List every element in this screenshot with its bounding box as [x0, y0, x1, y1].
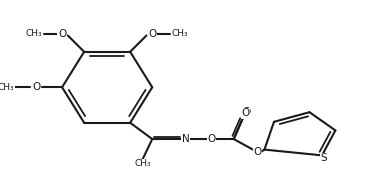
Text: O: O — [242, 107, 250, 117]
Text: CH₃: CH₃ — [26, 29, 43, 38]
Text: CH₃: CH₃ — [0, 83, 14, 92]
Text: O: O — [32, 82, 40, 92]
Text: O: O — [241, 108, 250, 118]
Text: O: O — [58, 29, 66, 39]
Text: O: O — [208, 134, 216, 144]
Text: N: N — [182, 134, 190, 144]
Text: O: O — [148, 29, 156, 39]
Text: O: O — [254, 147, 262, 157]
Text: S: S — [321, 153, 327, 163]
Text: CH₃: CH₃ — [172, 29, 188, 38]
Text: CH₃: CH₃ — [134, 160, 151, 168]
